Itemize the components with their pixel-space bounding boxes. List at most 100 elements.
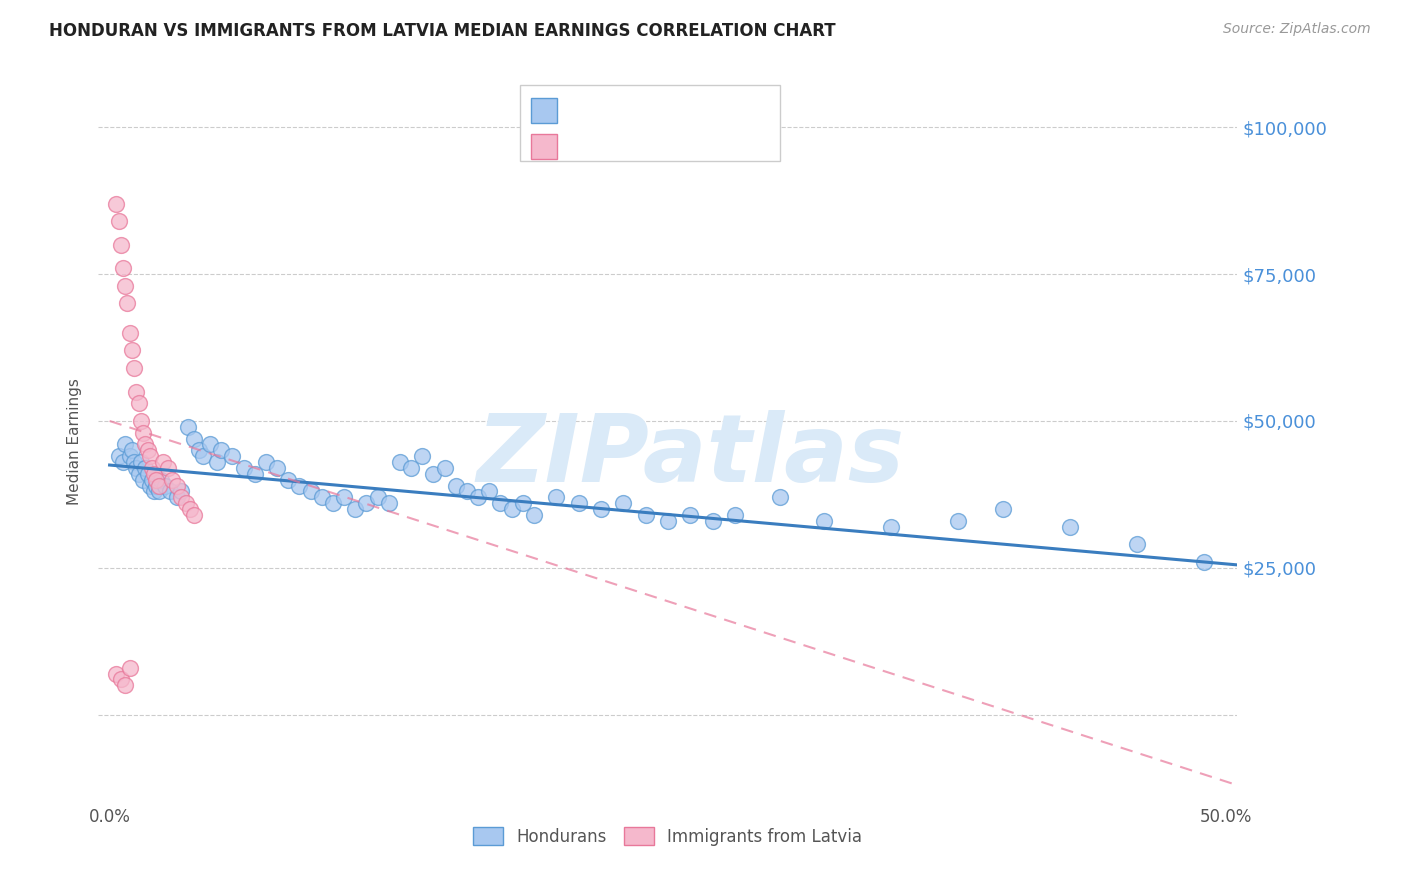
Point xyxy=(149,473,172,487)
Point xyxy=(634,508,657,522)
Point xyxy=(589,502,612,516)
Point xyxy=(125,461,148,475)
Point xyxy=(266,461,288,475)
Text: HONDURAN VS IMMIGRANTS FROM LATVIA MEDIAN EARNINGS CORRELATION CHART: HONDURAN VS IMMIGRANTS FROM LATVIA MEDIA… xyxy=(49,22,835,40)
Point xyxy=(141,473,163,487)
Point xyxy=(121,343,143,358)
Point xyxy=(1059,519,1081,533)
Legend: Hondurans, Immigrants from Latvia: Hondurans, Immigrants from Latvia xyxy=(467,821,869,852)
Point xyxy=(128,467,150,481)
Point xyxy=(567,496,589,510)
Point xyxy=(166,478,188,492)
Point xyxy=(139,449,162,463)
Point xyxy=(512,496,534,510)
Point xyxy=(177,420,200,434)
Point xyxy=(125,384,148,399)
Point xyxy=(139,478,162,492)
Point xyxy=(107,214,129,228)
Point xyxy=(148,484,170,499)
Point xyxy=(143,467,166,481)
Point xyxy=(478,484,501,499)
Point xyxy=(724,508,747,522)
Point xyxy=(422,467,444,481)
Point xyxy=(152,455,174,469)
Point xyxy=(546,491,568,505)
Point xyxy=(399,461,422,475)
Point xyxy=(433,461,456,475)
Point xyxy=(467,491,489,505)
Point xyxy=(134,437,156,451)
Point xyxy=(114,278,136,293)
Point xyxy=(946,514,969,528)
Point xyxy=(155,478,177,492)
Point xyxy=(170,491,193,505)
Point xyxy=(114,437,136,451)
Point xyxy=(344,502,367,516)
Point xyxy=(388,455,411,469)
Point xyxy=(880,519,903,533)
Text: ZIPatlas: ZIPatlas xyxy=(477,410,904,502)
Point xyxy=(193,449,215,463)
Point xyxy=(143,484,166,499)
Point xyxy=(356,496,378,510)
Point xyxy=(132,425,155,440)
Point xyxy=(198,437,221,451)
Text: 32: 32 xyxy=(699,136,723,154)
Point xyxy=(145,473,167,487)
Point xyxy=(174,496,197,510)
Point xyxy=(768,491,790,505)
Point xyxy=(160,473,183,487)
Point xyxy=(110,237,132,252)
Point xyxy=(132,473,155,487)
Point xyxy=(122,361,145,376)
Point xyxy=(679,508,702,522)
Point xyxy=(129,455,152,469)
Point xyxy=(117,296,139,310)
Point xyxy=(333,491,356,505)
Point xyxy=(136,467,159,481)
Point xyxy=(489,496,512,510)
Point xyxy=(111,261,134,276)
Point xyxy=(1192,555,1215,569)
Point xyxy=(141,461,163,475)
Point xyxy=(377,496,399,510)
Point xyxy=(129,414,152,428)
Point xyxy=(134,461,156,475)
Point xyxy=(114,678,136,692)
Point xyxy=(254,455,277,469)
Point xyxy=(813,514,835,528)
Text: N =: N = xyxy=(668,136,704,154)
Point xyxy=(121,443,143,458)
Point xyxy=(411,449,433,463)
Point xyxy=(118,449,141,463)
Point xyxy=(183,432,205,446)
Point xyxy=(122,455,145,469)
Point xyxy=(221,449,243,463)
Point xyxy=(991,502,1014,516)
Point xyxy=(299,484,322,499)
Point xyxy=(136,443,159,458)
Text: -0.208: -0.208 xyxy=(596,136,655,154)
Point xyxy=(612,496,634,510)
Point xyxy=(288,478,311,492)
Point xyxy=(105,196,128,211)
Point xyxy=(111,455,134,469)
Point xyxy=(179,502,201,516)
Point xyxy=(183,508,205,522)
Point xyxy=(1126,537,1149,551)
Point xyxy=(148,478,170,492)
Text: N =: N = xyxy=(668,101,704,119)
Point xyxy=(501,502,523,516)
Point xyxy=(444,478,467,492)
Text: Source: ZipAtlas.com: Source: ZipAtlas.com xyxy=(1223,22,1371,37)
Point xyxy=(118,326,141,340)
Point xyxy=(110,673,132,687)
Point xyxy=(523,508,546,522)
Point xyxy=(243,467,266,481)
Text: R =: R = xyxy=(565,101,602,119)
Point xyxy=(702,514,724,528)
Point xyxy=(156,461,179,475)
Point xyxy=(187,443,209,458)
Point xyxy=(128,396,150,410)
Point xyxy=(277,473,299,487)
